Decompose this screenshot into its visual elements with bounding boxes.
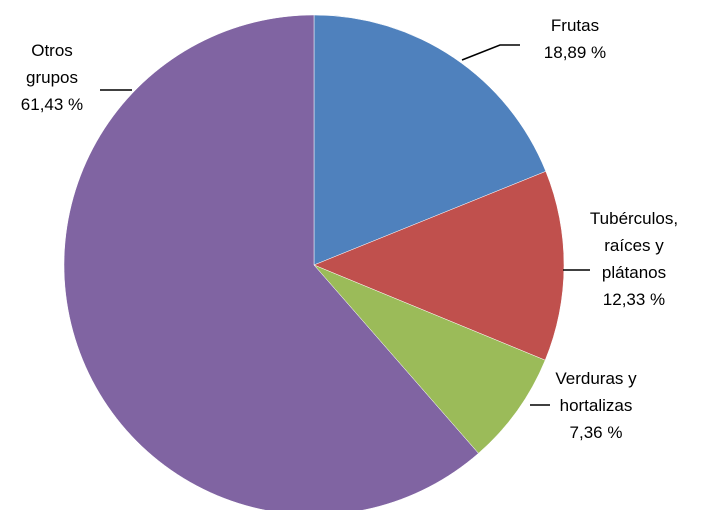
category-label: Tubérculos, raíces y plátanos xyxy=(589,209,679,282)
pie-slice xyxy=(313,264,546,454)
pie-slice xyxy=(63,14,479,510)
pie-slice xyxy=(313,14,547,266)
pie-slice xyxy=(313,171,565,361)
slice-label: Otros grupos 61,43 % xyxy=(16,37,88,118)
value-label: 18,89 % xyxy=(543,43,607,62)
value-label: 61,43 % xyxy=(20,95,84,114)
value-label: 7,36 % xyxy=(569,423,623,442)
category-label: Otros grupos xyxy=(26,41,78,87)
slice-label: Verduras y hortalizas 7,36 % xyxy=(540,365,652,446)
category-label: Frutas xyxy=(550,16,600,35)
slice-label: Frutas 18,89 % xyxy=(525,12,625,66)
value-label: 12,33 % xyxy=(602,290,666,309)
category-label: Verduras y hortalizas xyxy=(555,369,637,415)
slice-label: Tubérculos, raíces y plátanos 12,33 % xyxy=(582,205,686,313)
leader-line xyxy=(461,44,520,61)
